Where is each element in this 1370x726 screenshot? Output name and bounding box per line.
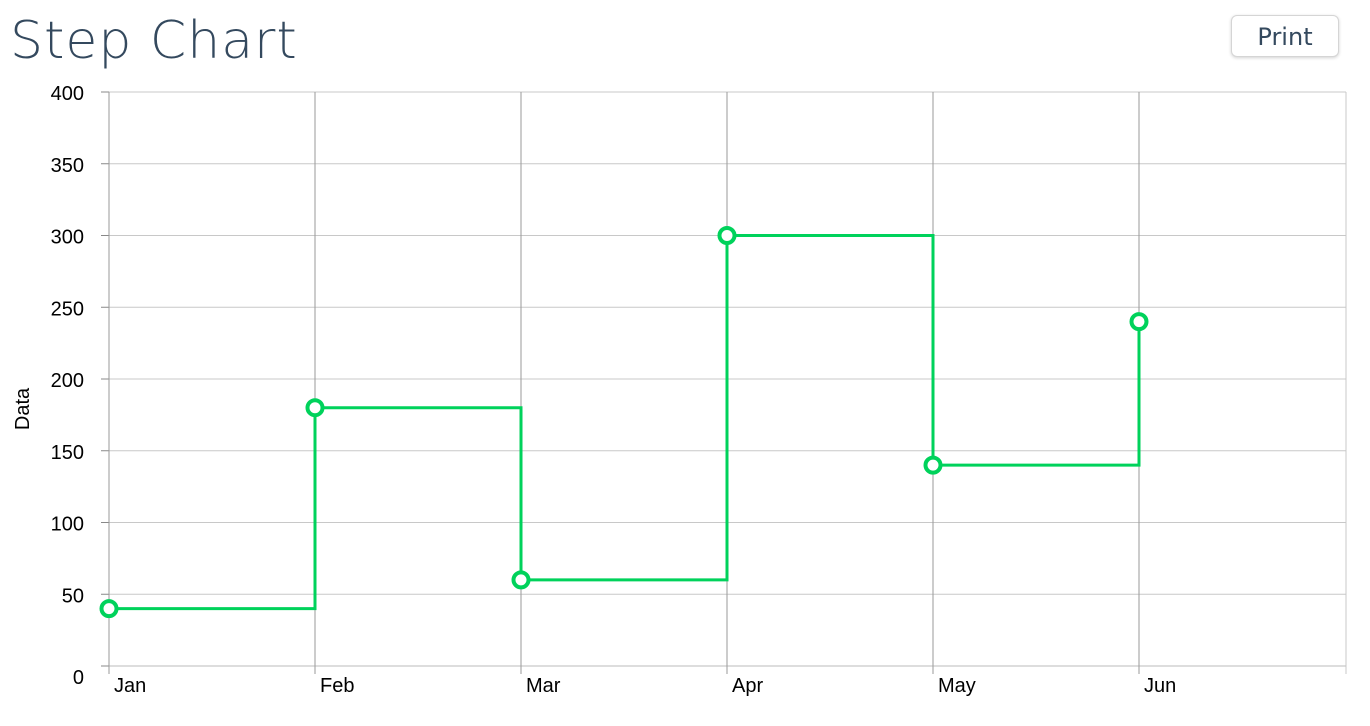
chart-grid bbox=[101, 91, 1347, 674]
data-point[interactable] bbox=[99, 599, 119, 619]
data-point[interactable] bbox=[923, 455, 943, 475]
y-tick-label: 50 bbox=[62, 585, 84, 607]
series-step-line bbox=[109, 234, 1141, 611]
y-tick-labels: 0 50 100 150 200 250 300 350 400 bbox=[51, 83, 84, 689]
x-tick-labels: Jan Feb Mar Apr May Jun bbox=[114, 675, 1176, 697]
series-layer bbox=[99, 226, 1149, 619]
y-tick-label: 0 bbox=[73, 667, 84, 689]
y-tick-label: 400 bbox=[51, 83, 84, 105]
x-tick-label: Mar bbox=[526, 675, 561, 697]
data-point[interactable] bbox=[511, 570, 531, 590]
y-tick-label: 300 bbox=[51, 227, 84, 249]
y-tick-label: 100 bbox=[51, 514, 84, 536]
data-point[interactable] bbox=[1129, 312, 1149, 332]
x-tick-label: Jan bbox=[114, 675, 146, 697]
x-tick-label: Apr bbox=[732, 675, 763, 697]
y-tick-label: 200 bbox=[51, 370, 84, 392]
y-tick-label: 350 bbox=[51, 155, 84, 177]
data-point[interactable] bbox=[305, 398, 325, 418]
print-button[interactable]: Print bbox=[1231, 15, 1339, 57]
data-point[interactable] bbox=[717, 226, 737, 245]
y-tick-label: 250 bbox=[51, 298, 84, 320]
y-axis-title: Data bbox=[12, 387, 34, 430]
y-tick-label: 150 bbox=[51, 442, 84, 464]
x-tick-label: Jun bbox=[1144, 675, 1176, 697]
x-tick-label: May bbox=[938, 675, 976, 697]
page-title: Step Chart bbox=[10, 11, 298, 71]
x-tick-label: Feb bbox=[320, 675, 354, 697]
